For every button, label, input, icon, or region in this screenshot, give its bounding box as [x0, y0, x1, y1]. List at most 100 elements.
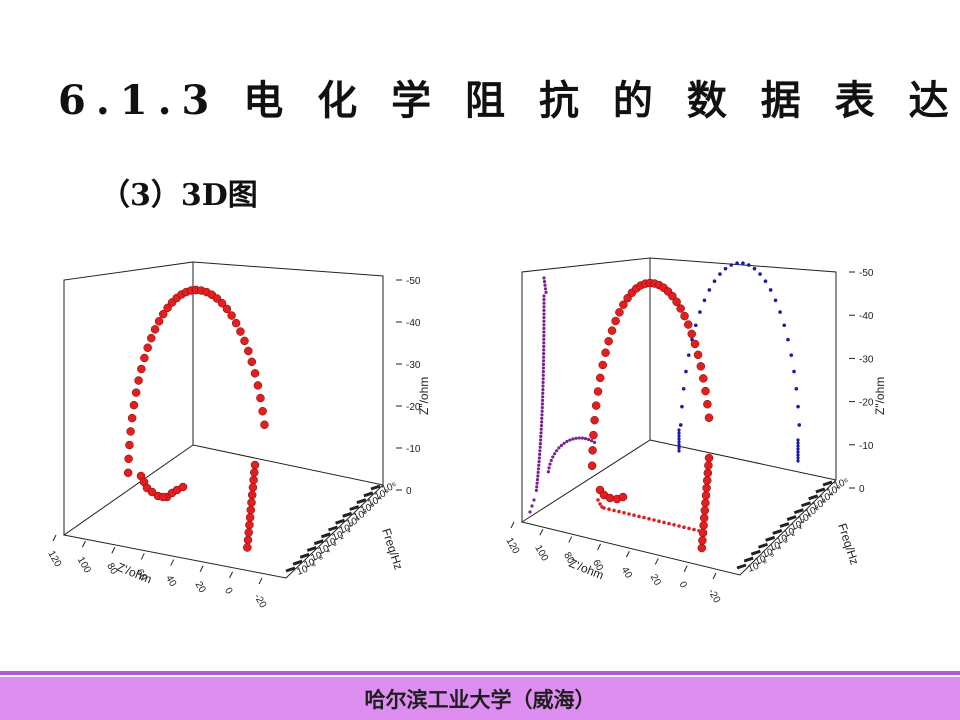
data-point — [583, 437, 588, 441]
data-point — [693, 323, 698, 328]
x-tick-mark — [199, 565, 204, 572]
z-tick-label: -10 — [859, 441, 874, 452]
data-point — [125, 440, 134, 450]
data-point — [150, 325, 160, 334]
x-tick-mark — [111, 547, 116, 554]
data-point — [126, 427, 135, 436]
x-tick-label: 100 — [532, 543, 550, 563]
y-tick-mark — [356, 498, 367, 505]
data-point — [541, 370, 545, 374]
slide-title: 6.1.3 电 化 学 阻 抗 的 数 据 表 达 — [58, 77, 959, 124]
data-point — [758, 272, 762, 276]
data-point — [542, 276, 546, 280]
x-tick-label: 100 — [75, 555, 93, 575]
data-point — [677, 440, 681, 444]
x-tick-mark — [258, 577, 263, 585]
x-tick-mark — [229, 571, 234, 579]
y-tick-mark — [370, 484, 381, 491]
data-point — [227, 311, 236, 320]
y-tick-mark — [736, 563, 747, 570]
data-point — [250, 460, 260, 470]
data-point — [542, 352, 546, 356]
x-tick-mark — [81, 540, 86, 548]
x-tick-mark — [140, 553, 145, 560]
data-point — [686, 353, 691, 357]
data-point — [607, 326, 617, 335]
data-point — [154, 317, 164, 326]
data-point — [611, 316, 620, 326]
data-point — [684, 369, 688, 374]
data-point — [542, 348, 546, 352]
data-point — [580, 436, 584, 440]
data-point — [538, 442, 542, 446]
data-point — [137, 364, 146, 374]
x-tick-label: 60 — [134, 567, 149, 583]
data-point — [537, 463, 541, 467]
data-point — [548, 462, 552, 466]
x-tick-mark — [52, 534, 57, 542]
data-point — [741, 261, 745, 266]
data-point — [544, 290, 548, 294]
data-point — [245, 513, 255, 522]
data-point — [258, 406, 267, 416]
data-point — [796, 447, 800, 451]
data-point — [542, 308, 546, 312]
data-point — [796, 450, 800, 454]
x-tick-label: 80 — [561, 551, 576, 567]
data-point — [256, 393, 265, 403]
data-point — [541, 384, 545, 388]
data-point — [574, 436, 578, 440]
data-point — [619, 300, 628, 309]
impedance-3d-plot-right: -50 -40 -30 -20 -10 0 120 100 80 60 40 20 0 -20 10⁻⁶… — [503, 257, 887, 605]
data-point — [245, 520, 254, 530]
data-point — [698, 536, 707, 545]
x-tick-mark — [597, 543, 602, 551]
data-point — [681, 386, 686, 391]
data-point — [703, 468, 713, 478]
y-tick-mark — [363, 491, 374, 498]
data-point — [129, 400, 139, 410]
data-point — [539, 431, 543, 435]
data-point — [143, 343, 152, 352]
data-point — [131, 388, 141, 397]
data-point — [796, 438, 800, 442]
data-point — [778, 310, 782, 314]
data-point — [642, 515, 646, 520]
data-point — [677, 431, 681, 435]
data-point — [622, 511, 626, 515]
data-point — [657, 519, 661, 523]
data-point — [559, 443, 564, 448]
y-tick-mark — [313, 539, 324, 546]
data-point — [542, 341, 546, 345]
data-point — [248, 483, 258, 492]
data-point — [147, 487, 157, 497]
data-point — [532, 498, 536, 502]
data-point — [612, 508, 616, 513]
data-point — [782, 323, 787, 328]
z-tick-label: -30 — [406, 360, 421, 371]
data-point — [698, 310, 702, 314]
data-point — [590, 439, 594, 443]
data-point — [543, 287, 548, 291]
blue-projection-series — [677, 261, 802, 463]
y-tick-mark — [772, 528, 783, 535]
y-tick-mark — [320, 532, 331, 539]
data-point — [699, 521, 708, 530]
data-point — [539, 427, 543, 431]
y-tick-mark — [349, 505, 360, 511]
data-point — [692, 527, 696, 532]
data-point — [662, 520, 666, 525]
data-point — [540, 409, 544, 413]
data-point — [746, 263, 751, 267]
data-point — [542, 323, 546, 327]
z-axis-ticks: -50 -40 -30 -20 -10 0 — [396, 276, 421, 497]
x-tick-label: -20 — [705, 587, 722, 605]
data-point — [792, 369, 796, 374]
z-tick-label: -30 — [859, 354, 874, 365]
data-point — [701, 498, 710, 508]
x-axis-ticks: 120 100 80 60 40 20 0 -20 — [503, 521, 722, 605]
data-point — [796, 404, 800, 409]
data-point — [773, 298, 778, 303]
z-tick-label: -50 — [859, 268, 874, 279]
data-point — [592, 440, 597, 444]
